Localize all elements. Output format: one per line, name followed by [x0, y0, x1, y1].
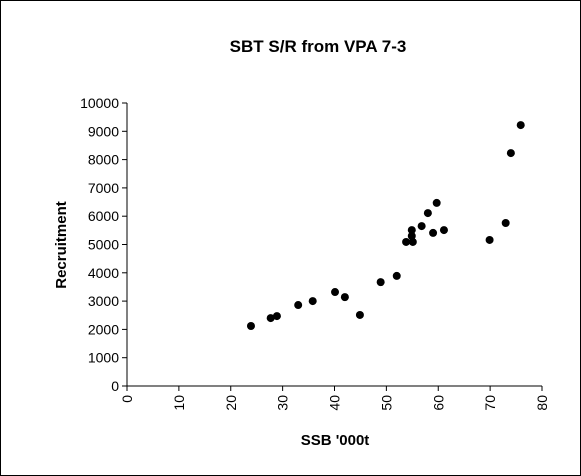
- y-tick-label: 7000: [88, 180, 119, 196]
- x-tick-label: 60: [430, 395, 446, 411]
- x-tick-label: 50: [378, 395, 394, 411]
- y-tick-label: 8000: [88, 152, 119, 168]
- point: [340, 293, 349, 302]
- y-axis-label: Recruitment: [53, 201, 70, 289]
- point: [516, 121, 525, 130]
- y-tick-label: 4000: [88, 265, 119, 281]
- y-tick-label: 9000: [88, 123, 119, 139]
- point: [376, 278, 385, 287]
- point: [439, 226, 448, 235]
- point: [308, 297, 317, 306]
- point: [272, 312, 281, 321]
- y-tick-label: 2000: [88, 321, 119, 337]
- x-tick-label: 30: [275, 395, 291, 411]
- point: [432, 198, 441, 207]
- y-tick-label: 10000: [80, 95, 119, 111]
- point: [294, 301, 303, 310]
- point: [485, 235, 494, 244]
- point: [501, 218, 510, 227]
- y-tick-label: 5000: [88, 237, 119, 253]
- y-tick-label: 1000: [88, 350, 119, 366]
- point: [392, 271, 401, 280]
- x-tick-label: 80: [534, 395, 550, 411]
- x-axis-label: SSB '000t: [301, 432, 370, 449]
- y-tick-label: 0: [111, 378, 119, 394]
- point: [417, 222, 426, 231]
- point: [423, 209, 432, 218]
- x-tick-label: 40: [327, 395, 343, 411]
- y-tick-label: 6000: [88, 208, 119, 224]
- point: [266, 314, 275, 323]
- x-tick-label: 20: [223, 395, 239, 411]
- point: [407, 232, 416, 241]
- point: [355, 310, 364, 319]
- point: [429, 228, 438, 237]
- x-tick-label: 70: [482, 395, 498, 411]
- point: [506, 149, 515, 158]
- x-tick-label: 10: [171, 395, 187, 411]
- chart-title: SBT S/R from VPA 7-3: [230, 37, 407, 56]
- point: [331, 288, 340, 297]
- point: [408, 237, 417, 246]
- point: [402, 237, 411, 246]
- point: [246, 322, 255, 331]
- y-tick-label: 3000: [88, 293, 119, 309]
- point: [407, 226, 416, 235]
- x-tick-label: 0: [119, 395, 135, 403]
